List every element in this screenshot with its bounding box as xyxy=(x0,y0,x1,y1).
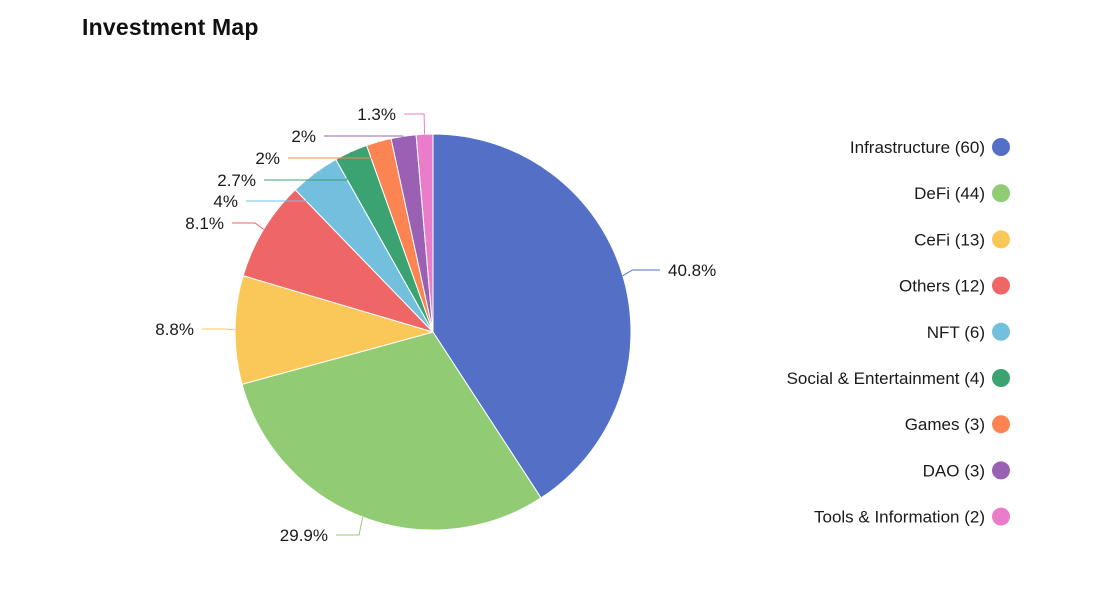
pie-slice-3[interactable] xyxy=(234,275,434,385)
slices-layer xyxy=(234,133,632,531)
legend-swatch-2 xyxy=(992,184,1010,203)
legend-item-3[interactable]: CeFi (13) xyxy=(914,230,1010,249)
data-label-1: 40.8% xyxy=(668,261,716,280)
legend-item-6[interactable]: Social & Entertainment (4) xyxy=(787,369,1010,388)
data-label-7: 2% xyxy=(255,149,280,168)
data-label-5: 4% xyxy=(213,192,238,211)
legend-item-5[interactable]: NFT (6) xyxy=(927,322,1010,342)
chart-title: Investment Map xyxy=(82,14,259,40)
data-label-8: 2% xyxy=(291,127,316,146)
legend-label-2: DeFi (44) xyxy=(914,184,985,203)
legend-swatch-8 xyxy=(992,461,1010,480)
legend-swatch-9 xyxy=(992,507,1010,526)
legend-item-2[interactable]: DeFi (44) xyxy=(914,184,1010,203)
data-label-2: 29.9% xyxy=(280,526,328,545)
legend-item-7[interactable]: Games (3) xyxy=(905,415,1010,434)
leader-lines-layer xyxy=(202,113,660,536)
legend-label-1: Infrastructure (60) xyxy=(850,138,985,157)
legend-label-7: Games (3) xyxy=(905,415,985,434)
data-label-3: 8.8% xyxy=(155,320,194,339)
leader-line-9 xyxy=(404,113,426,135)
leader-line-6 xyxy=(264,151,352,181)
pie-slice-2[interactable] xyxy=(241,331,542,531)
legend-item-1[interactable]: Infrastructure (60) xyxy=(850,138,1010,157)
leader-line-1 xyxy=(622,269,660,277)
legend-swatch-1 xyxy=(992,138,1010,156)
legend-item-9[interactable]: Tools & Information (2) xyxy=(814,507,1010,527)
pie-slice-1[interactable] xyxy=(432,133,632,499)
legend-label-3: CeFi (13) xyxy=(914,230,985,249)
legend-swatch-3 xyxy=(992,230,1010,249)
legend-item-4[interactable]: Others (12) xyxy=(899,276,1010,296)
data-label-6: 2.7% xyxy=(217,171,256,190)
legend-swatch-5 xyxy=(992,322,1010,341)
data-label-4: 8.1% xyxy=(185,214,224,233)
legend-swatch-7 xyxy=(992,415,1010,434)
legend-item-8[interactable]: DAO (3) xyxy=(923,461,1010,480)
leader-line-2 xyxy=(336,516,364,536)
leader-line-7 xyxy=(288,141,380,159)
legend-label-8: DAO (3) xyxy=(923,461,985,480)
legend[interactable]: Infrastructure (60) DeFi (44) CeFi (13) Oth… xyxy=(787,138,1010,527)
legend-label-9: Tools & Information (2) xyxy=(814,508,985,527)
leader-line-5 xyxy=(246,173,316,202)
legend-swatch-4 xyxy=(992,276,1010,295)
leader-line-3 xyxy=(202,328,236,331)
pie-slice-4[interactable] xyxy=(242,189,434,333)
data-labels-layer: 40.8% 29.9% 8.8% 8.1% 4% 2.7% 2% 2% 1.3% xyxy=(155,105,716,545)
data-label-9: 1.3% xyxy=(357,105,396,124)
legend-swatch-6 xyxy=(992,369,1010,387)
legend-label-5: NFT (6) xyxy=(927,323,985,342)
leader-line-4 xyxy=(232,222,264,230)
legend-label-6: Social & Entertainment (4) xyxy=(787,369,985,388)
legend-label-4: Others (12) xyxy=(899,277,985,296)
